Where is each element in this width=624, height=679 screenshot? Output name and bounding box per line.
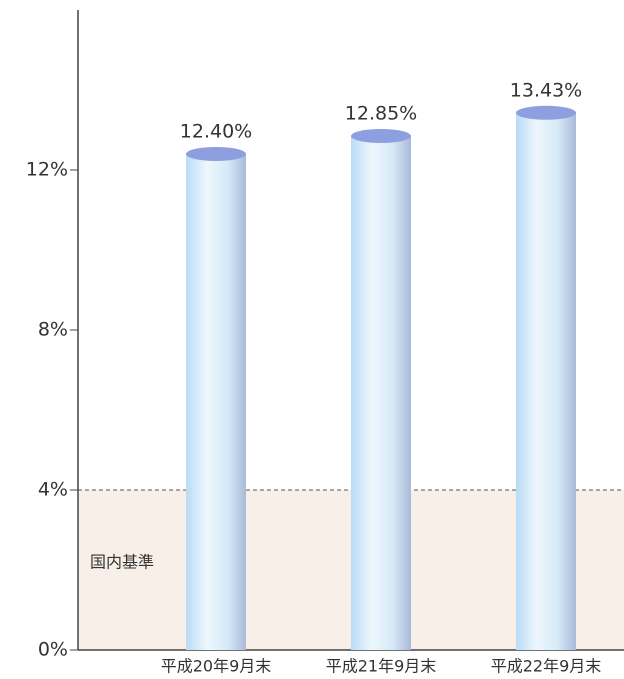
- bar-top: [516, 105, 576, 120]
- bar: [186, 154, 246, 650]
- y-tick-label: 0%: [38, 639, 68, 661]
- reference-label: 国内基準: [90, 553, 154, 572]
- bar-top: [186, 147, 246, 161]
- value-label: 13.43%: [510, 79, 582, 101]
- value-label: 12.40%: [180, 121, 252, 143]
- bar: [351, 136, 411, 650]
- bar: [516, 112, 576, 651]
- y-tick-label: 8%: [38, 319, 68, 341]
- y-tick-label: 4%: [38, 479, 68, 501]
- y-tick-label: 12%: [26, 159, 68, 181]
- x-tick-label: 平成22年9月末: [491, 657, 602, 676]
- x-tick-label: 平成20年9月末: [161, 657, 272, 676]
- x-tick-label: 平成21年9月末: [326, 657, 437, 676]
- value-label: 12.85%: [345, 103, 417, 125]
- bar-top: [351, 129, 411, 143]
